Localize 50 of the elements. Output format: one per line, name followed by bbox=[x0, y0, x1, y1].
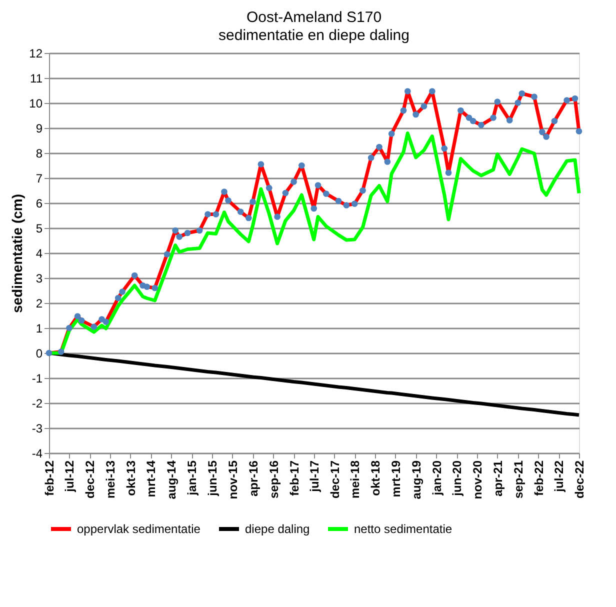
x-tick-label: jan-20 bbox=[430, 460, 444, 496]
y-tick-label: 0 bbox=[36, 346, 43, 360]
y-tick-label: 5 bbox=[36, 222, 43, 236]
legend-label: netto sedimentatie bbox=[354, 522, 452, 536]
y-tick-label: 12 bbox=[29, 46, 43, 60]
y-tick-label: 9 bbox=[36, 122, 43, 136]
x-tick-label: jul-17 bbox=[307, 460, 322, 493]
chart-title: Oost-Ameland S170 bbox=[246, 9, 382, 26]
x-tick-label: mrt-19 bbox=[388, 460, 403, 498]
x-tick-label: apr-16 bbox=[246, 460, 260, 497]
y-tick-label: 1 bbox=[36, 322, 43, 336]
y-axis-title: sedimentatie (cm) bbox=[9, 194, 26, 314]
x-tick-label: jul-22 bbox=[552, 460, 566, 493]
y-tick-label: -1 bbox=[32, 372, 43, 386]
x-tick-label: dec-12 bbox=[83, 460, 98, 499]
y-tick-label: 10 bbox=[29, 96, 43, 110]
y-tick-label: 6 bbox=[36, 196, 43, 210]
x-tick-label: feb-12 bbox=[42, 460, 56, 496]
x-tick-label: sep-16 bbox=[266, 460, 281, 499]
x-tick-label: mei-18 bbox=[348, 460, 362, 499]
y-tick-label: 8 bbox=[36, 146, 43, 160]
x-tick-label: aug-14 bbox=[164, 460, 179, 500]
x-tick-label: dec-22 bbox=[572, 460, 586, 499]
x-tick-label: aug-19 bbox=[409, 460, 424, 500]
chart-subtitle: sedimentatie en diepe daling bbox=[218, 27, 410, 44]
legend-label: oppervlak sedimentatie bbox=[77, 522, 201, 536]
x-tick-label: jun-15 bbox=[205, 460, 220, 497]
y-tick-label: 3 bbox=[36, 272, 43, 286]
x-tick-label: okt-18 bbox=[368, 460, 383, 496]
x-tick-label: nov-15 bbox=[226, 460, 240, 500]
y-tick-label: -4 bbox=[32, 446, 43, 460]
legend-label: diepe daling bbox=[245, 522, 310, 536]
x-tick-label: feb-22 bbox=[532, 460, 546, 496]
x-tick-label: okt-13 bbox=[124, 460, 138, 496]
y-tick-label: 11 bbox=[30, 72, 43, 86]
x-tick-label: jan-15 bbox=[185, 460, 200, 496]
x-tick-label: jul-12 bbox=[62, 460, 77, 493]
x-tick-label: dec-17 bbox=[328, 460, 342, 499]
y-tick-label: 2 bbox=[36, 296, 43, 310]
y-tick-label: -3 bbox=[32, 422, 43, 436]
x-tick-label: mrt-14 bbox=[144, 460, 158, 498]
y-tick-label: 7 bbox=[36, 172, 43, 186]
y-tick-label: 4 bbox=[36, 246, 43, 260]
x-tick-label: sep-21 bbox=[511, 460, 526, 499]
y-tick-label: -2 bbox=[32, 396, 43, 410]
x-tick-label: apr-21 bbox=[490, 460, 505, 497]
x-tick-label: jun-20 bbox=[450, 460, 464, 497]
x-tick-label: mei-13 bbox=[103, 460, 118, 499]
x-tick-label: nov-20 bbox=[470, 460, 485, 500]
x-tick-label: feb-17 bbox=[287, 460, 302, 496]
